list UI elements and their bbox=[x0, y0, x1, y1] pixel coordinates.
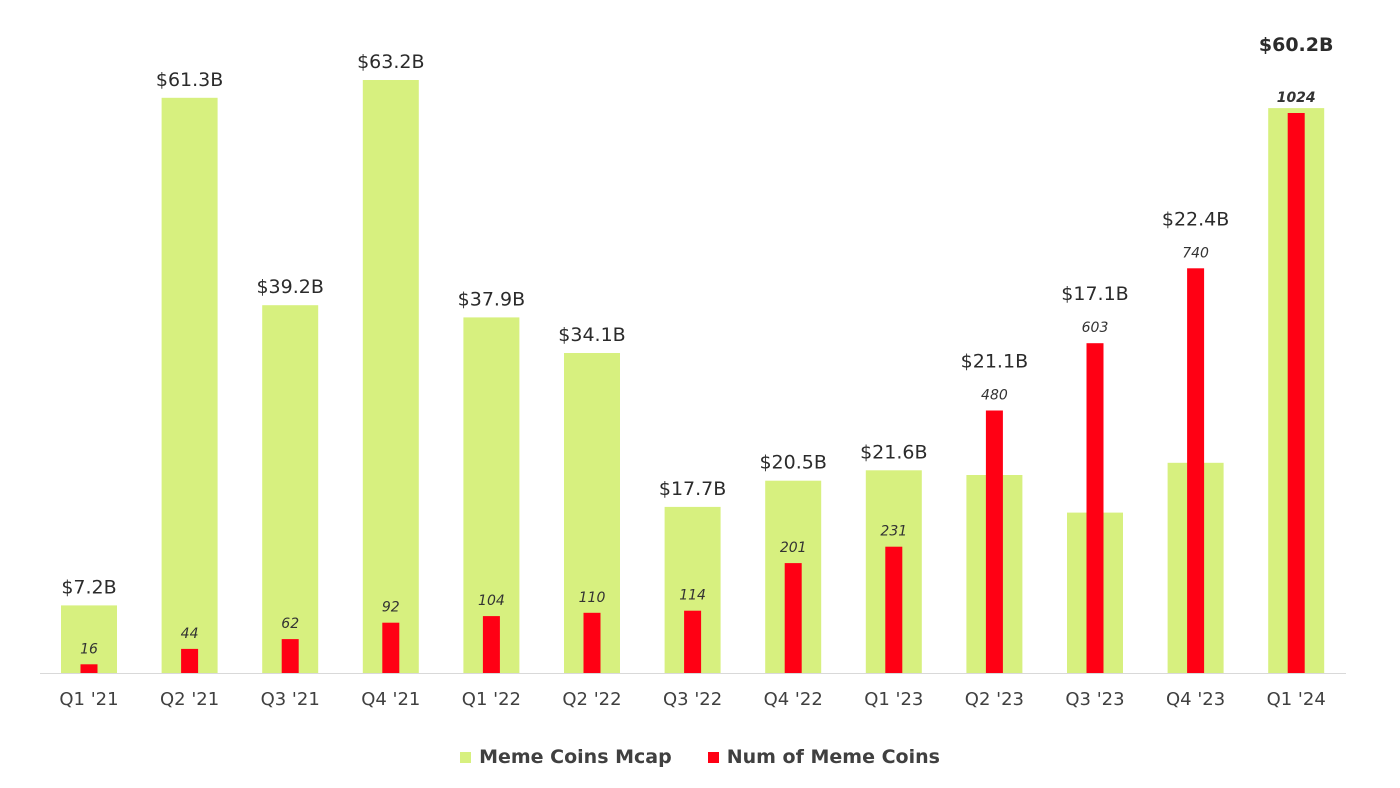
count-bar bbox=[684, 610, 702, 673]
mcap-value-label: $7.2B bbox=[61, 576, 116, 598]
count-bar bbox=[1086, 343, 1104, 673]
count-value-label: 603 bbox=[1082, 320, 1109, 336]
count-value-label: 740 bbox=[1182, 245, 1209, 261]
mcap-bar bbox=[61, 605, 117, 673]
count-bar bbox=[482, 616, 500, 673]
count-value-label: 92 bbox=[382, 600, 400, 616]
mcap-value-label: $17.1B bbox=[1061, 283, 1128, 305]
mcap-value-label: $37.9B bbox=[458, 288, 525, 310]
count-value-label: 231 bbox=[880, 524, 907, 540]
x-tick-label: Q1 '22 bbox=[462, 689, 521, 710]
mcap-bar bbox=[161, 97, 218, 674]
count-bar bbox=[80, 664, 98, 674]
legend: Meme Coins Mcap Num of Meme Coins bbox=[0, 746, 1400, 768]
x-tick-label: Q4 '21 bbox=[361, 689, 420, 710]
count-labels: 16 44 62 92 104 110 114 201 231 480 603 740 1024 bbox=[80, 90, 1316, 657]
legend-label-count: Num of Meme Coins bbox=[726, 746, 940, 768]
legend-item-mcap[interactable]: Meme Coins Mcap bbox=[460, 746, 672, 768]
x-tick-label: Q4 '22 bbox=[764, 689, 823, 710]
count-bar bbox=[382, 622, 400, 673]
count-bar bbox=[583, 612, 601, 673]
count-value-label: 201 bbox=[780, 540, 807, 556]
count-bar bbox=[1287, 113, 1305, 673]
count-bar bbox=[1187, 268, 1205, 673]
count-value-label: 1024 bbox=[1277, 90, 1316, 106]
mcap-value-label: $34.1B bbox=[558, 324, 625, 346]
mcap-value-label: $39.2B bbox=[256, 276, 323, 298]
count-value-label: 110 bbox=[579, 590, 606, 606]
x-tick-label: Q2 '23 bbox=[965, 689, 1024, 710]
mcap-value-label: $61.3B bbox=[156, 69, 223, 91]
mcap-value-label: $22.4B bbox=[1162, 208, 1229, 230]
x-axis-ticks: Q1 '21 Q2 '21 Q3 '21 Q4 '21 Q1 '22 Q2 '22 Q3 '… bbox=[59, 689, 1325, 710]
mcap-value-label: $20.5B bbox=[759, 452, 826, 474]
legend-item-count[interactable]: Num of Meme Coins bbox=[707, 746, 940, 768]
count-bar bbox=[885, 546, 903, 673]
count-bar bbox=[181, 648, 199, 673]
mcap-labels: $7.2B $61.3B $39.2B $63.2B $37.9B $34.1B $17.7… bbox=[61, 34, 1333, 598]
count-value-label: 62 bbox=[281, 616, 299, 632]
x-tick-label: Q1 '21 bbox=[59, 689, 118, 710]
count-value-label: 16 bbox=[80, 641, 98, 657]
x-tick-label: Q2 '21 bbox=[160, 689, 219, 710]
mcap-value-label: $21.1B bbox=[961, 351, 1028, 373]
mcap-bar bbox=[463, 317, 520, 673]
count-bar bbox=[784, 563, 802, 673]
count-bar bbox=[985, 410, 1003, 673]
mcap-bar bbox=[262, 305, 319, 673]
count-bar bbox=[281, 639, 299, 673]
meme-coins-chart: $7.2B $61.3B $39.2B $63.2B $37.9B $34.1B $17.7… bbox=[40, 34, 1346, 710]
count-value-label: 104 bbox=[478, 593, 505, 609]
mcap-value-label: $60.2B bbox=[1259, 34, 1334, 56]
x-tick-label: Q1 '24 bbox=[1267, 689, 1326, 710]
count-value-label: 44 bbox=[181, 626, 199, 642]
mcap-value-label: $17.7B bbox=[659, 478, 726, 500]
legend-label-mcap: Meme Coins Mcap bbox=[479, 746, 672, 768]
count-value-label: 114 bbox=[679, 588, 706, 604]
mcap-bars bbox=[61, 80, 1325, 674]
count-value-label: 480 bbox=[981, 388, 1008, 404]
x-tick-label: Q4 '23 bbox=[1166, 689, 1225, 710]
legend-swatch-count bbox=[707, 751, 719, 763]
mcap-value-label: $63.2B bbox=[357, 51, 424, 73]
x-tick-label: Q3 '22 bbox=[663, 689, 722, 710]
x-tick-label: Q3 '21 bbox=[261, 689, 320, 710]
count-bars bbox=[80, 113, 1305, 674]
x-tick-label: Q3 '23 bbox=[1065, 689, 1124, 710]
x-tick-label: Q1 '23 bbox=[864, 689, 923, 710]
mcap-bar bbox=[362, 80, 419, 673]
legend-swatch-mcap bbox=[460, 751, 472, 763]
mcap-value-label: $21.6B bbox=[860, 441, 927, 463]
x-tick-label: Q2 '22 bbox=[562, 689, 621, 710]
